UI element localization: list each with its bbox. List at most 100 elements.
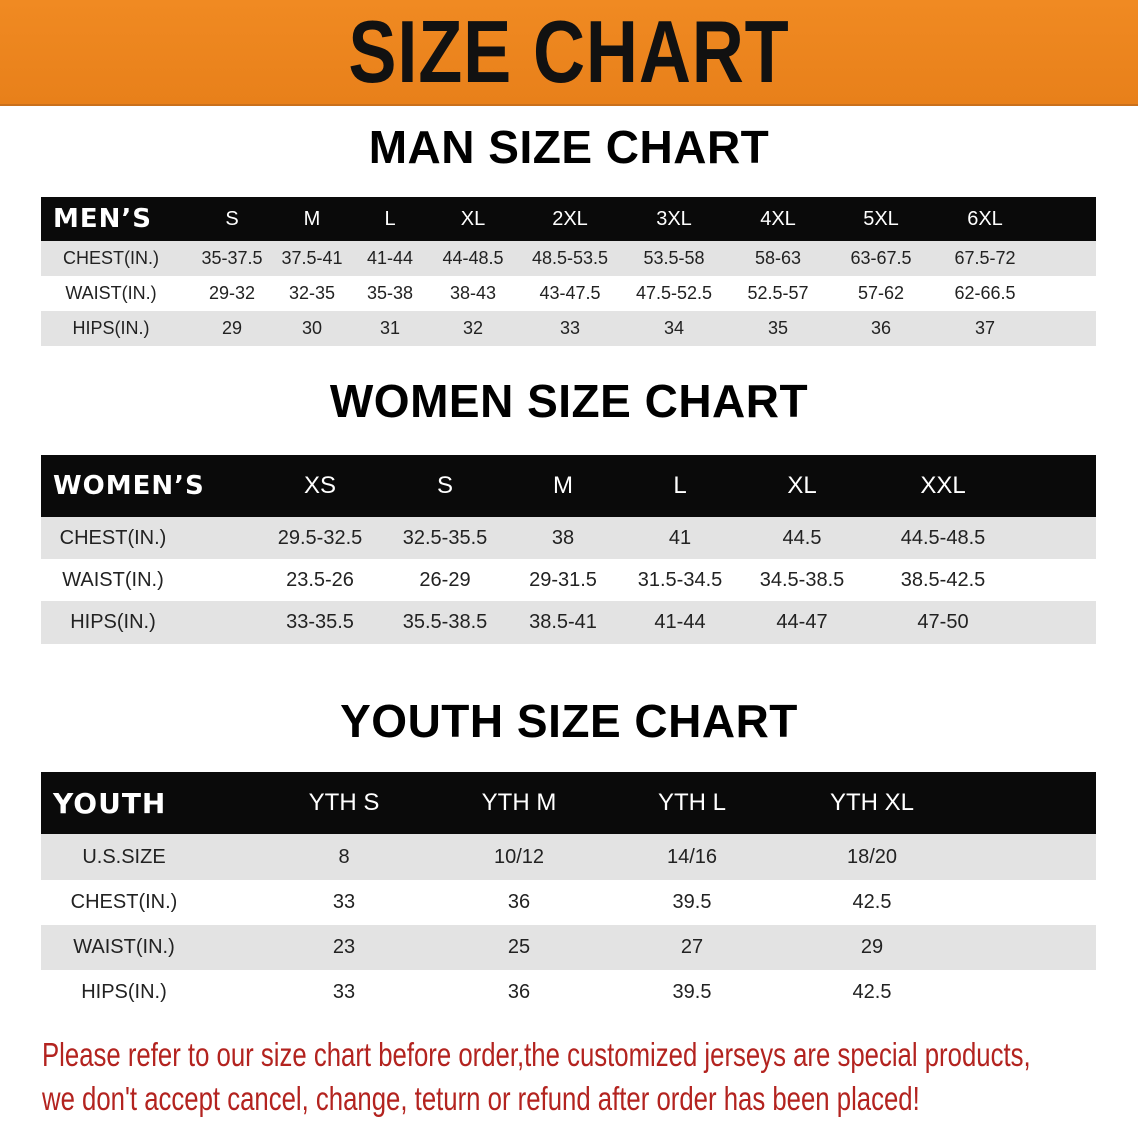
table-cell: 38.5-41	[529, 611, 597, 633]
table-cell: 44-47	[776, 611, 828, 633]
table-cell: 29	[221, 318, 243, 338]
table-cell: 47.5-52.5	[635, 283, 713, 303]
row-label: CHEST(IN.)	[70, 891, 178, 913]
table-cell: 32-35	[288, 283, 336, 303]
size-header-m: M	[303, 207, 321, 230]
table-cell: 44.5	[782, 526, 822, 549]
men-header-label: MEN’S	[53, 204, 152, 234]
row-label: WAIST(IN.)	[65, 283, 157, 303]
size-header-2xl: 2XL	[552, 207, 588, 230]
size-header-l: L	[384, 207, 396, 230]
table-cell: 33	[332, 981, 356, 1003]
table-cell: 44.5-48.5	[900, 526, 986, 549]
table-cell: 53.5-58	[643, 248, 705, 268]
women-section-title: WOMEN SIZE CHART	[329, 375, 809, 427]
table-cell: 41-44	[654, 611, 706, 633]
women-size-table: WOMEN’S XS S M L XL XXL CHEST(IN.) 29.5-32.5 32.5…	[41, 455, 1096, 644]
table-cell: 23.5-26	[286, 568, 354, 591]
table-cell: 18/20	[846, 845, 898, 868]
table-cell: 35	[767, 318, 789, 338]
table-row: U.S.SIZE 8 10/12 14/16 18/20	[41, 834, 1096, 880]
size-header-yth-l: YTH L	[657, 789, 727, 816]
size-header-m: M	[553, 472, 573, 499]
table-cell: 41	[668, 526, 692, 549]
row-label: HIPS(IN.)	[81, 981, 167, 1003]
table-cell: 43-47.5	[539, 283, 601, 303]
women-header-label: WOMEN’S	[53, 471, 205, 501]
table-cell: 35-37.5	[201, 248, 263, 268]
table-cell: 36	[507, 891, 531, 913]
table-cell: 8	[338, 845, 350, 868]
table-cell: 37.5-41	[281, 248, 343, 268]
size-header-l: L	[673, 472, 687, 499]
size-header-3xl: 3XL	[656, 207, 692, 230]
table-cell: 36	[870, 318, 892, 338]
table-cell: 38-43	[449, 283, 497, 303]
table-cell: 32.5-35.5	[402, 526, 488, 549]
table-cell: 26-29	[419, 568, 471, 591]
table-cell: 33	[332, 891, 356, 913]
women-header-row: WOMEN’S XS S M L XL XXL	[41, 455, 1096, 517]
table-cell: 32	[462, 318, 484, 338]
table-cell: 52.5-57	[747, 283, 809, 303]
table-cell: 29	[860, 936, 884, 958]
men-section-title: MAN SIZE CHART	[368, 121, 770, 173]
table-cell: 38.5-42.5	[900, 568, 986, 591]
main-title: SIZE CHART	[348, 2, 790, 101]
size-header-s: S	[225, 207, 239, 230]
youth-size-table: YOUTH YTH S YTH M YTH L YTH XL U.S.SIZE 8 10/12…	[41, 772, 1096, 1015]
size-header-s: S	[436, 472, 454, 499]
table-cell: 42.5	[852, 981, 892, 1003]
size-header-xl: XL	[460, 207, 486, 230]
size-header-yth-s: YTH S	[308, 789, 380, 816]
row-label: CHEST(IN.)	[63, 248, 159, 268]
row-label: WAIST(IN.)	[73, 936, 175, 958]
table-row: HIPS(IN.) 29 30 31 32 33 34 35 36 37	[41, 311, 1096, 346]
table-cell: 35-38	[366, 283, 414, 303]
table-cell: 41-44	[366, 248, 414, 268]
banner: SIZE CHART	[0, 0, 1138, 106]
table-cell: 34.5-38.5	[759, 568, 845, 591]
table-cell: 31	[379, 318, 401, 338]
table-cell: 10/12	[493, 845, 545, 868]
table-cell: 25	[507, 936, 531, 958]
size-header-yth-m: YTH M	[481, 789, 557, 816]
table-cell: 63-67.5	[850, 248, 912, 268]
table-cell: 38	[551, 526, 575, 549]
table-cell: 34	[663, 318, 685, 338]
table-row: CHEST(IN.) 33 36 39.5 42.5	[41, 880, 1096, 925]
table-cell: 33	[559, 318, 581, 338]
size-header-xs: XS	[303, 472, 337, 499]
table-cell: 33-35.5	[286, 611, 354, 633]
table-cell: 42.5	[852, 891, 892, 913]
size-header-5xl: 5XL	[863, 207, 899, 230]
youth-section-title: YOUTH SIZE CHART	[340, 695, 798, 747]
row-label: WAIST(IN.)	[62, 568, 164, 591]
row-label: U.S.SIZE	[82, 845, 166, 868]
table-cell: 44-48.5	[442, 248, 504, 268]
table-cell: 35.5-38.5	[402, 611, 488, 633]
notice-line-2: we don't accept cancel, change, teturn o…	[42, 1080, 920, 1117]
youth-header-row: YOUTH YTH S YTH M YTH L YTH XL	[41, 772, 1096, 834]
table-cell: 14/16	[666, 845, 718, 868]
size-header-xxl: XXL	[920, 472, 966, 499]
table-cell: 67.5-72	[954, 248, 1016, 268]
size-header-6xl: 6XL	[967, 207, 1003, 230]
table-cell: 48.5-53.5	[531, 248, 609, 268]
men-size-table: MEN’S S M L XL 2XL 3XL 4XL 5XL 6XL CHEST(IN.) 35-37…	[41, 197, 1096, 346]
table-cell: 36	[507, 981, 531, 1003]
size-header-yth-xl: YTH XL	[829, 789, 915, 816]
table-row: CHEST(IN.) 29.5-32.5 32.5-35.5 38 41 44.5 44.5…	[41, 517, 1096, 559]
table-row: WAIST(IN.) 23.5-26 26-29 29-31.5 31.5-34.5 34…	[41, 559, 1096, 601]
size-header-4xl: 4XL	[760, 207, 796, 230]
table-cell: 37	[974, 318, 996, 338]
table-row: WAIST(IN.) 23 25 27 29	[41, 925, 1096, 970]
table-cell: 47-50	[917, 611, 969, 633]
table-cell: 29-32	[208, 283, 256, 303]
row-label: HIPS(IN.)	[72, 318, 150, 338]
table-row: HIPS(IN.) 33-35.5 35.5-38.5 38.5-41 41-44 44-…	[41, 601, 1096, 644]
size-header-xl: XL	[787, 472, 817, 499]
table-cell: 23	[332, 936, 356, 958]
table-cell: 58-63	[754, 248, 802, 268]
table-cell: 57-62	[857, 283, 905, 303]
